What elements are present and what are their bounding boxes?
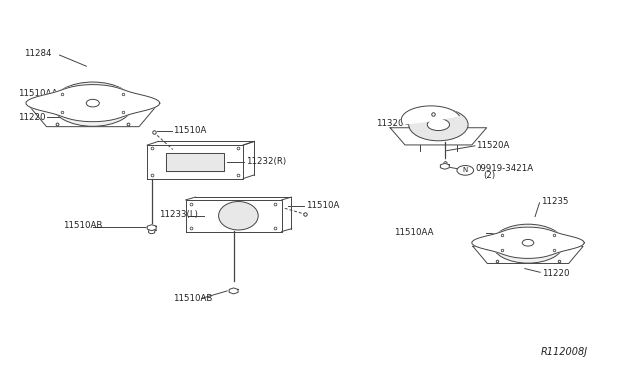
- Text: 11220: 11220: [542, 269, 570, 278]
- Text: N: N: [463, 167, 468, 173]
- Text: 11232(R): 11232(R): [246, 157, 286, 166]
- Polygon shape: [186, 200, 282, 231]
- Text: 11510AB: 11510AB: [173, 294, 212, 303]
- Bar: [148, 227, 156, 230]
- Polygon shape: [147, 225, 156, 231]
- Ellipse shape: [516, 237, 540, 250]
- Text: (2): (2): [483, 171, 495, 180]
- Circle shape: [522, 240, 534, 246]
- Polygon shape: [390, 128, 486, 145]
- Polygon shape: [472, 227, 584, 259]
- Ellipse shape: [428, 119, 449, 131]
- Ellipse shape: [409, 108, 468, 141]
- Text: 11233(L): 11233(L): [159, 210, 198, 219]
- Ellipse shape: [52, 82, 134, 126]
- Text: 11510AA: 11510AA: [18, 89, 58, 98]
- Circle shape: [457, 166, 474, 175]
- Polygon shape: [166, 153, 224, 171]
- Text: R112008J: R112008J: [541, 347, 588, 356]
- Ellipse shape: [492, 224, 564, 263]
- Text: 11510AB: 11510AB: [63, 221, 102, 230]
- Ellipse shape: [79, 97, 106, 111]
- Text: 11284: 11284: [24, 49, 52, 58]
- Circle shape: [86, 99, 99, 107]
- Polygon shape: [26, 84, 160, 122]
- Text: 11510A: 11510A: [306, 201, 339, 210]
- Text: 11510AA: 11510AA: [394, 228, 433, 237]
- Text: 09919-3421A: 09919-3421A: [476, 164, 534, 173]
- Polygon shape: [401, 106, 460, 124]
- Text: 11220: 11220: [18, 113, 45, 122]
- Text: 11235: 11235: [541, 197, 568, 206]
- Polygon shape: [473, 246, 583, 263]
- Text: 11510A: 11510A: [173, 126, 206, 135]
- Polygon shape: [147, 145, 243, 179]
- Text: 11520A: 11520A: [476, 141, 509, 150]
- Polygon shape: [229, 288, 238, 294]
- Polygon shape: [440, 163, 449, 169]
- Text: 11320: 11320: [376, 119, 403, 128]
- Polygon shape: [30, 107, 156, 126]
- Ellipse shape: [219, 202, 258, 230]
